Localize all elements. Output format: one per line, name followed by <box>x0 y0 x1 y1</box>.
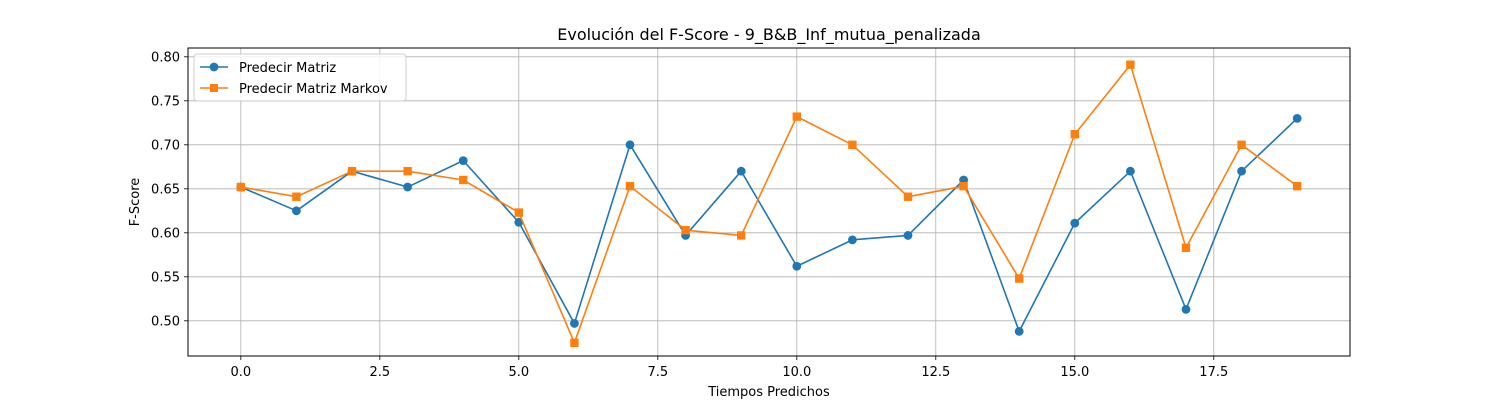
y-tick-label: 0.75 <box>151 94 180 109</box>
series-line-predecir-matriz <box>240 117 1298 333</box>
data-point-predecir-matriz-markov <box>570 338 579 347</box>
legend-label-predecir-matriz: Predecir Matriz <box>239 61 336 76</box>
y-tick-label: 0.65 <box>151 182 180 197</box>
data-point-predecir-matriz <box>847 235 857 245</box>
data-point-predecir-matriz-markov <box>514 208 524 217</box>
data-point-predecir-matriz <box>903 231 913 240</box>
data-point-predecir-matriz-markov <box>236 182 246 192</box>
data-point-predecir-matriz-markov <box>848 140 857 149</box>
data-point-predecir-matriz <box>403 182 413 192</box>
data-point-predecir-matriz-markov <box>681 225 690 235</box>
chart-title: Evolución del F-Score - 9_B&B_Inf_mutua_… <box>557 25 981 45</box>
x-tick-label: 10.0 <box>782 365 811 380</box>
y-tick-label: 0.60 <box>151 226 180 241</box>
data-point-predecir-matriz <box>625 140 635 150</box>
data-point-predecir-matriz-markov <box>1014 274 1024 283</box>
data-point-predecir-matriz <box>458 156 468 166</box>
y-tick-label: 0.55 <box>151 270 180 285</box>
data-point-predecir-matriz-markov <box>959 181 968 191</box>
data-point-predecir-matriz-markov <box>347 167 357 176</box>
data-point-predecir-matriz <box>514 217 524 227</box>
data-point-predecir-matriz-markov <box>1181 243 1191 252</box>
plot-area-frame <box>187 47 1351 357</box>
y-tick-label: 0.70 <box>151 138 180 153</box>
series-line-predecir-matriz-markov <box>240 63 1298 344</box>
data-point-predecir-matriz <box>1125 166 1135 176</box>
data-point-predecir-matriz <box>792 261 802 271</box>
legend-box <box>193 53 407 102</box>
data-point-predecir-matriz-markov <box>903 192 913 201</box>
x-axis-label: Tiempos Predichos <box>707 385 830 400</box>
series-predecir-matriz-markov <box>236 60 1302 347</box>
x-tick-label: 5.0 <box>508 365 529 380</box>
grid-lines <box>188 48 1350 356</box>
x-tick-label: 15.0 <box>1060 365 1089 380</box>
legend-marker-predecir-matriz-markov <box>210 84 218 92</box>
data-point-predecir-matriz-markov <box>292 192 301 201</box>
data-point-predecir-matriz <box>1237 166 1246 176</box>
data-point-predecir-matriz <box>570 319 579 328</box>
data-point-predecir-matriz <box>1292 114 1302 123</box>
data-point-predecir-matriz-markov <box>459 175 468 185</box>
data-point-predecir-matriz <box>292 206 301 216</box>
y-tick-label: 0.80 <box>151 50 180 65</box>
data-point-predecir-matriz-markov <box>792 112 801 121</box>
x-tick-label: 12.5 <box>921 365 950 380</box>
data-point-predecir-matriz-markov <box>1070 130 1079 139</box>
x-axis: 0.0 2.5 5.0 7.5 10.0 12.5 15.0 17.5 <box>230 356 1228 380</box>
data-point-predecir-matriz-markov <box>1237 140 1246 149</box>
data-point-predecir-matriz <box>736 166 746 176</box>
data-point-predecir-matriz-markov <box>403 167 412 176</box>
data-point-predecir-matriz-markov <box>1126 60 1135 69</box>
series-layer <box>236 60 1302 347</box>
data-point-predecir-matriz-markov <box>625 181 635 191</box>
legend: Predecir Matriz Predecir Matriz Markov <box>193 53 407 102</box>
data-point-predecir-matriz <box>1014 326 1024 336</box>
x-tick-label: 7.5 <box>647 365 668 380</box>
legend-label-predecir-matriz-markov: Predecir Matriz Markov <box>239 82 388 97</box>
x-tick-label: 0.0 <box>230 365 251 380</box>
data-point-predecir-matriz-markov <box>737 231 746 240</box>
y-tick-label: 0.50 <box>151 314 180 329</box>
legend-marker-predecir-matriz <box>209 62 219 72</box>
x-tick-label: 2.5 <box>369 365 390 380</box>
y-axis-label: F-Score <box>128 178 143 227</box>
data-point-predecir-matriz <box>1070 218 1080 228</box>
data-point-predecir-matriz-markov <box>1292 181 1302 191</box>
y-axis: 0.50 0.55 0.60 0.65 0.70 0.75 0.80 <box>151 50 188 329</box>
data-point-predecir-matriz <box>1181 304 1191 314</box>
x-tick-label: 17.5 <box>1199 365 1228 380</box>
